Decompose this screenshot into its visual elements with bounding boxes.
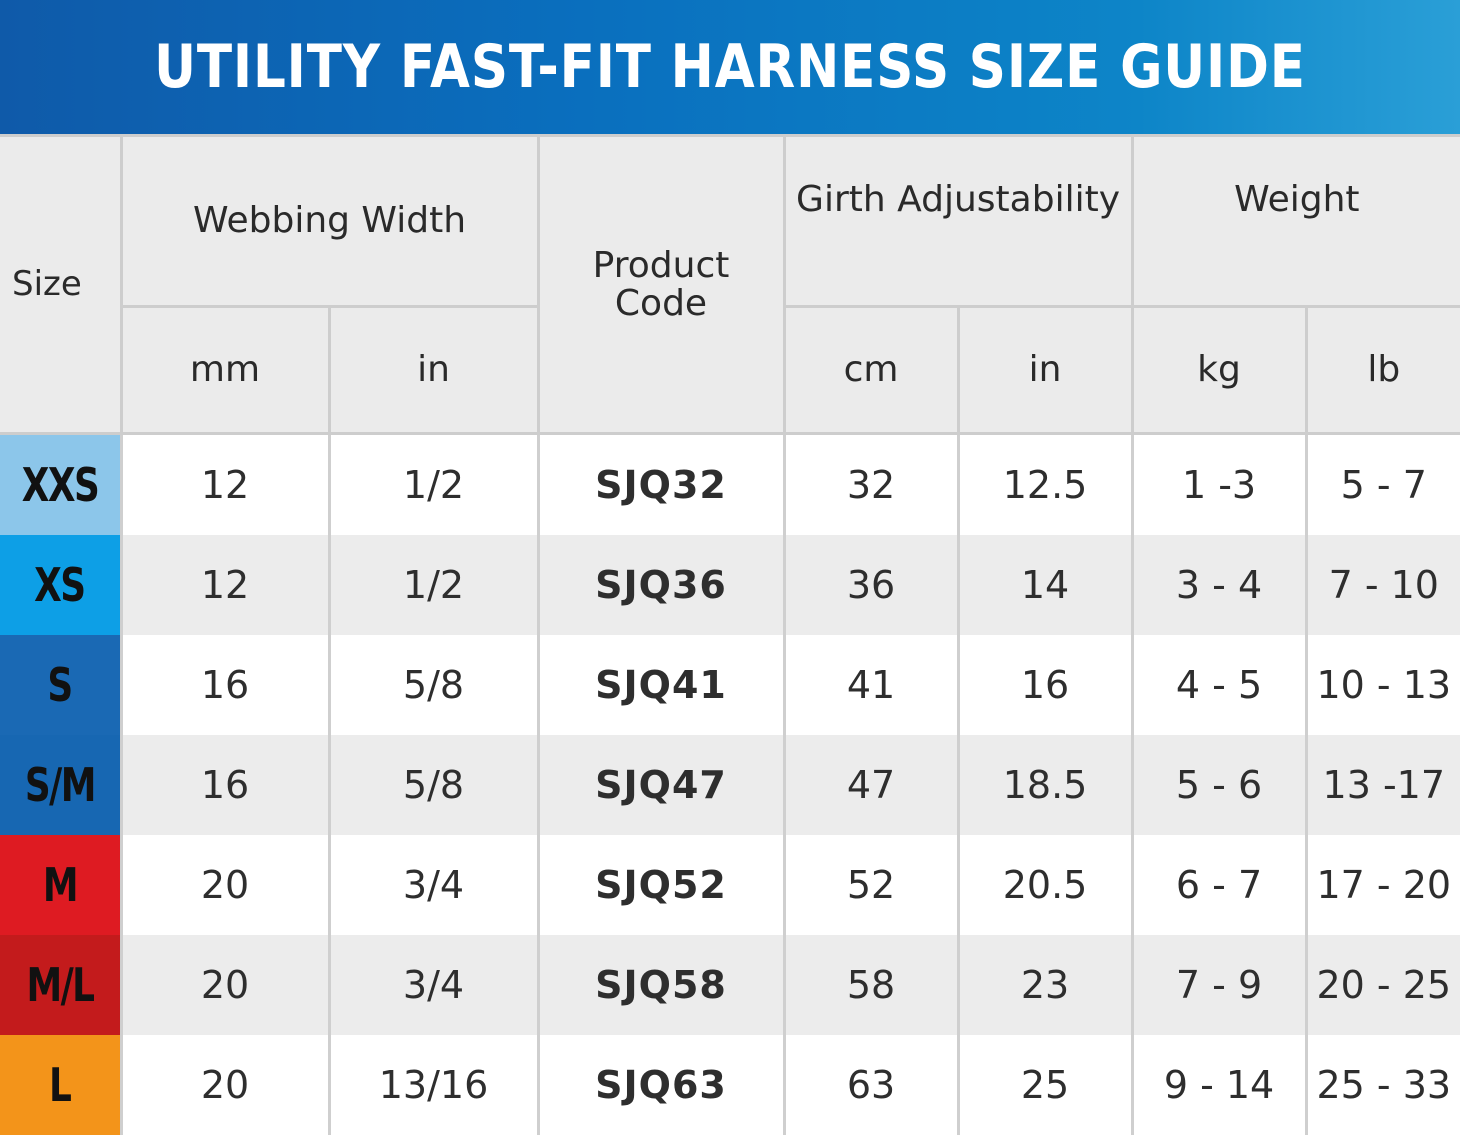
weight-lb-cell: 7 - 10 <box>1306 535 1460 635</box>
weight-kg-cell: 6 - 7 <box>1132 835 1306 935</box>
header-size: Size <box>0 136 121 434</box>
webbing-mm-cell: 20 <box>121 935 329 1035</box>
weight-lb-cell: 10 - 13 <box>1306 635 1460 735</box>
webbing-in-cell: 1/2 <box>329 434 538 536</box>
size-cell: XXS <box>0 434 121 536</box>
webbing-mm-cell: 20 <box>121 835 329 935</box>
webbing-in-cell: 3/4 <box>329 935 538 1035</box>
header-weight: Weight <box>1132 136 1460 307</box>
size-label: XS <box>35 558 85 612</box>
weight-lb-cell: 13 -17 <box>1306 735 1460 835</box>
size-label: M <box>43 858 77 912</box>
size-label: S <box>48 658 72 712</box>
girth-in-cell: 14 <box>958 535 1132 635</box>
weight-kg-cell: 7 - 9 <box>1132 935 1306 1035</box>
size-label: XXS <box>22 458 98 512</box>
header-girth-adjustability: Girth Adjustability <box>784 136 1132 307</box>
girth-cm-cell: 41 <box>784 635 958 735</box>
header-product-code: Product Code <box>538 136 784 434</box>
table-row: S/M 16 5/8 SJQ47 47 18.5 5 - 6 13 -17 <box>0 735 1460 835</box>
girth-cm-cell: 52 <box>784 835 958 935</box>
table-row: XXS 12 1/2 SJQ32 32 12.5 1 -3 5 - 7 <box>0 434 1460 536</box>
size-cell: S/M <box>0 735 121 835</box>
size-cell: XS <box>0 535 121 635</box>
size-guide-table: Size Webbing Width Product Code Girth Ad… <box>0 134 1460 1135</box>
girth-in-cell: 25 <box>958 1035 1132 1135</box>
product-code-cell: SJQ63 <box>538 1035 784 1135</box>
table-row: M 20 3/4 SJQ52 52 20.5 6 - 7 17 - 20 <box>0 835 1460 935</box>
weight-kg-cell: 9 - 14 <box>1132 1035 1306 1135</box>
webbing-mm-cell: 16 <box>121 635 329 735</box>
header-webbing-width: Webbing Width <box>121 136 538 307</box>
page-title: UTILITY FAST-FIT HARNESS SIZE GUIDE <box>102 0 1358 134</box>
webbing-in-cell: 1/2 <box>329 535 538 635</box>
product-code-cell: SJQ58 <box>538 935 784 1035</box>
weight-lb-cell: 5 - 7 <box>1306 434 1460 536</box>
girth-cm-cell: 63 <box>784 1035 958 1135</box>
header-webbing-mm: mm <box>121 307 329 434</box>
header-product-code-label: Product Code <box>586 247 736 323</box>
product-code-cell: SJQ32 <box>538 434 784 536</box>
header-girth-in: in <box>958 307 1132 434</box>
table-row: S 16 5/8 SJQ41 41 16 4 - 5 10 - 13 <box>0 635 1460 735</box>
size-label: L <box>49 1058 70 1112</box>
table-body: XXS 12 1/2 SJQ32 32 12.5 1 -3 5 - 7 XS 1… <box>0 434 1460 1135</box>
weight-kg-cell: 5 - 6 <box>1132 735 1306 835</box>
product-code-cell: SJQ36 <box>538 535 784 635</box>
girth-in-cell: 18.5 <box>958 735 1132 835</box>
header-weight-lb: lb <box>1306 307 1460 434</box>
product-code-cell: SJQ52 <box>538 835 784 935</box>
webbing-in-cell: 13/16 <box>329 1035 538 1135</box>
size-label: S/M <box>25 758 95 812</box>
table-header: Size Webbing Width Product Code Girth Ad… <box>0 136 1460 434</box>
weight-lb-cell: 17 - 20 <box>1306 835 1460 935</box>
table-row: M/L 20 3/4 SJQ58 58 23 7 - 9 20 - 25 <box>0 935 1460 1035</box>
size-cell: S <box>0 635 121 735</box>
webbing-mm-cell: 12 <box>121 434 329 536</box>
header-webbing-in: in <box>329 307 538 434</box>
weight-lb-cell: 25 - 33 <box>1306 1035 1460 1135</box>
weight-lb-cell: 20 - 25 <box>1306 935 1460 1035</box>
weight-kg-cell: 4 - 5 <box>1132 635 1306 735</box>
webbing-in-cell: 5/8 <box>329 735 538 835</box>
girth-in-cell: 16 <box>958 635 1132 735</box>
girth-cm-cell: 58 <box>784 935 958 1035</box>
table-row: XS 12 1/2 SJQ36 36 14 3 - 4 7 - 10 <box>0 535 1460 635</box>
girth-cm-cell: 32 <box>784 434 958 536</box>
product-code-cell: SJQ47 <box>538 735 784 835</box>
webbing-in-cell: 5/8 <box>329 635 538 735</box>
size-label: M/L <box>26 958 93 1012</box>
webbing-in-cell: 3/4 <box>329 835 538 935</box>
size-cell: L <box>0 1035 121 1135</box>
weight-kg-cell: 3 - 4 <box>1132 535 1306 635</box>
webbing-mm-cell: 12 <box>121 535 329 635</box>
webbing-mm-cell: 20 <box>121 1035 329 1135</box>
webbing-mm-cell: 16 <box>121 735 329 835</box>
header-girth-cm: cm <box>784 307 958 434</box>
girth-in-cell: 23 <box>958 935 1132 1035</box>
header-weight-kg: kg <box>1132 307 1306 434</box>
weight-kg-cell: 1 -3 <box>1132 434 1306 536</box>
size-cell: M <box>0 835 121 935</box>
girth-cm-cell: 36 <box>784 535 958 635</box>
table-row: L 20 13/16 SJQ63 63 25 9 - 14 25 - 33 <box>0 1035 1460 1135</box>
product-code-cell: SJQ41 <box>538 635 784 735</box>
girth-in-cell: 20.5 <box>958 835 1132 935</box>
title-banner: UTILITY FAST-FIT HARNESS SIZE GUIDE <box>0 0 1460 134</box>
girth-cm-cell: 47 <box>784 735 958 835</box>
size-cell: M/L <box>0 935 121 1035</box>
girth-in-cell: 12.5 <box>958 434 1132 536</box>
